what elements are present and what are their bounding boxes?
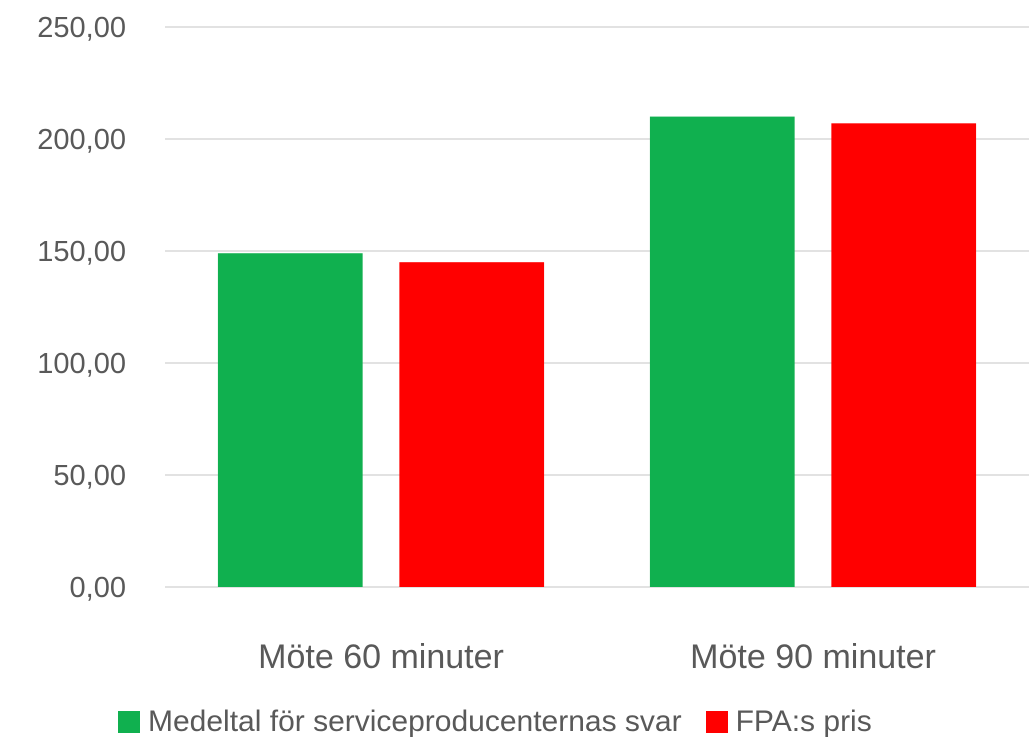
legend-item-medeltal: Medeltal för serviceproducenternas svar bbox=[118, 705, 682, 739]
y-axis-ticks: 0,00 50,00 100,00 150,00 200,00 250,00 bbox=[37, 12, 126, 604]
legend: Medeltal för serviceproducenternas svar … bbox=[118, 702, 896, 742]
y-tick-label: 250,00 bbox=[37, 12, 126, 44]
y-tick-label: 100,00 bbox=[37, 348, 126, 380]
y-tick-label: 150,00 bbox=[37, 236, 126, 268]
y-tick-label: 0,00 bbox=[70, 572, 126, 604]
bar-1-1 bbox=[831, 123, 977, 587]
bar-0-0 bbox=[217, 253, 363, 588]
bars bbox=[217, 116, 977, 588]
legend-item-fpa-pris: FPA:s pris bbox=[705, 705, 872, 739]
legend-label-medeltal: Medeltal för serviceproducenternas svar bbox=[148, 705, 682, 738]
legend-label-fpa-pris: FPA:s pris bbox=[735, 705, 872, 738]
y-tick-label: 50,00 bbox=[53, 460, 126, 492]
bar-1-0 bbox=[649, 116, 795, 587]
legend-swatch-red bbox=[705, 711, 728, 733]
x-category-label: Möte 60 minuter bbox=[258, 638, 504, 676]
legend-swatch-green bbox=[118, 711, 140, 733]
x-category-label: Möte 90 minuter bbox=[690, 638, 936, 676]
bar-0-1 bbox=[399, 262, 545, 587]
y-tick-label: 200,00 bbox=[37, 124, 126, 156]
x-axis-categories: Möte 60 minuter Möte 90 minuter bbox=[258, 638, 936, 676]
bar-chart: 0,00 50,00 100,00 150,00 200,00 250,00 Möte 6… bbox=[37, 12, 1029, 676]
